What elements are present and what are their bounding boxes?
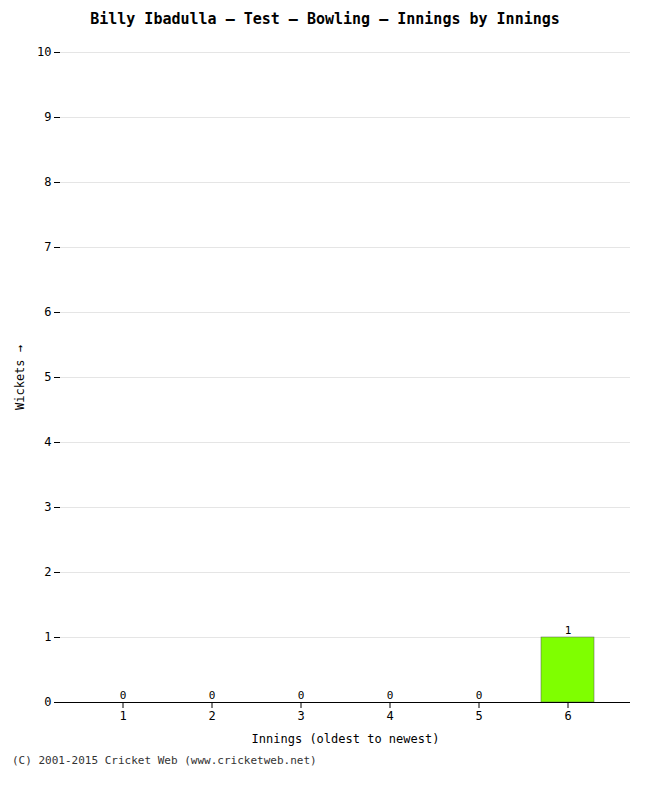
html-text:Billy Ibadulla – Test – Bowlin: Billy Ibadulla – Test – Bowling – Inning… [90,10,560,28]
svg-text:2: 2 [44,565,51,579]
svg-text:1: 1 [565,624,572,637]
svg-text:Wickets →: Wickets → [13,345,27,410]
svg-text:6: 6 [44,305,51,319]
svg-text:0: 0 [387,689,394,702]
svg-text:4: 4 [386,709,393,723]
svg-text:0: 0 [44,695,51,709]
svg-text:8: 8 [44,175,51,189]
svg-text:4: 4 [44,435,51,449]
svg-text:0: 0 [476,689,483,702]
svg-text:3: 3 [44,500,51,514]
svg-text:1: 1 [119,709,126,723]
svg-text:5: 5 [44,370,51,384]
svg-text:9: 9 [44,110,51,124]
svg-text:2: 2 [208,709,215,723]
html-text:(C) 2001-2015 Cricket Web (www: (C) 2001-2015 Cricket Web (www.cricketwe… [12,754,317,767]
svg-text:10: 10 [37,45,51,59]
svg-text:3: 3 [297,709,304,723]
svg-text:0: 0 [120,689,127,702]
svg-text:5: 5 [475,709,482,723]
svg-text:1: 1 [44,630,51,644]
svg-text:0: 0 [298,689,305,702]
svg-text:6: 6 [564,709,571,723]
svg-text:0: 0 [209,689,216,702]
svg-text:7: 7 [44,240,51,254]
svg-text:Innings (oldest to newest): Innings (oldest to newest) [252,732,440,746]
